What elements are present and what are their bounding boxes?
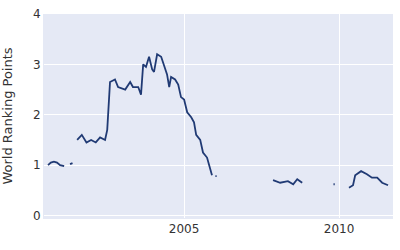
svg-text:3: 3 bbox=[33, 58, 41, 72]
svg-text:0: 0 bbox=[33, 209, 41, 223]
svg-text:1: 1 bbox=[33, 158, 41, 172]
svg-text:World Ranking Points: World Ranking Points bbox=[0, 47, 15, 184]
svg-text:2005: 2005 bbox=[169, 222, 200, 236]
svg-text:2: 2 bbox=[33, 108, 41, 122]
svg-text:2010: 2010 bbox=[324, 222, 355, 236]
svg-text:4: 4 bbox=[33, 7, 41, 21]
